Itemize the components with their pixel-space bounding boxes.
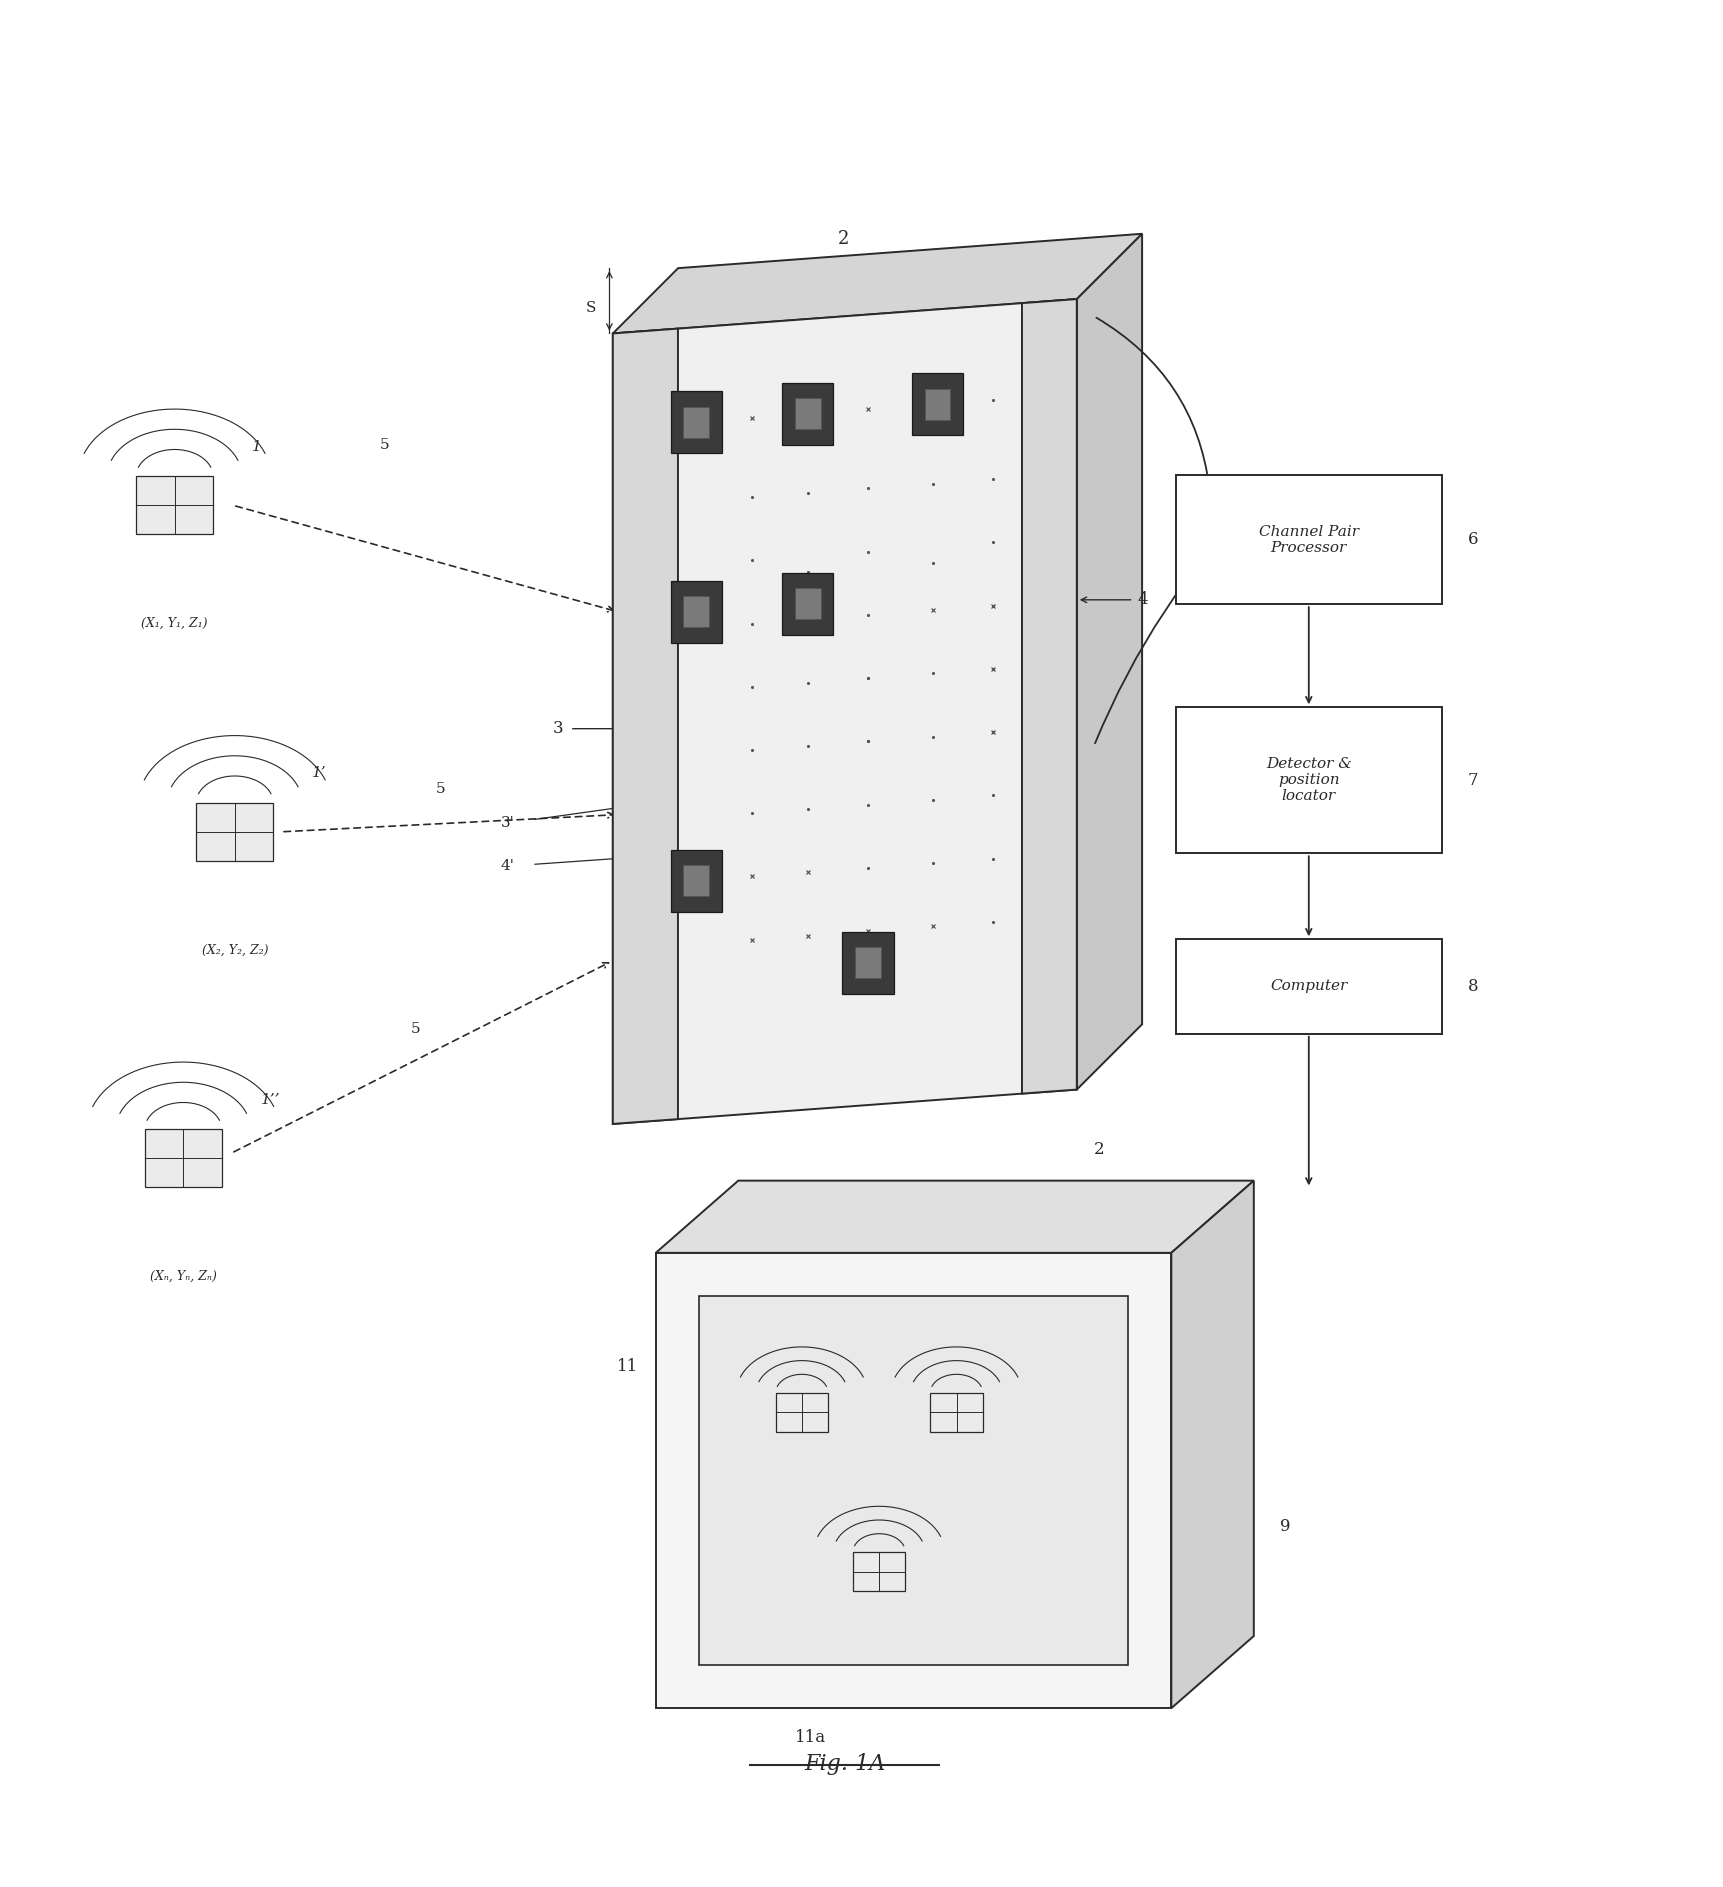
Text: 9: 9 <box>1278 1517 1289 1534</box>
Text: 5: 5 <box>379 438 389 453</box>
Text: 3: 3 <box>551 721 563 738</box>
Polygon shape <box>136 476 214 534</box>
Text: (X₂, Y₂, Z₂): (X₂, Y₂, Z₂) <box>202 944 267 957</box>
Polygon shape <box>655 1181 1253 1253</box>
Bar <box>1175 940 1440 1034</box>
Polygon shape <box>670 581 722 643</box>
Text: 1: 1 <box>252 440 262 453</box>
Text: S: S <box>584 300 594 315</box>
Text: Detector &
position
locator: Detector & position locator <box>1265 757 1351 804</box>
Polygon shape <box>775 1393 827 1432</box>
Text: 4': 4' <box>501 859 515 874</box>
Polygon shape <box>782 572 832 634</box>
Text: Channel Pair
Processor: Channel Pair Processor <box>1258 525 1358 555</box>
Text: (X₁, Y₁, Z₁): (X₁, Y₁, Z₁) <box>141 617 208 630</box>
Polygon shape <box>612 234 1141 334</box>
Bar <box>1175 476 1440 604</box>
Text: 1’’: 1’’ <box>260 1093 279 1108</box>
Text: 7: 7 <box>1466 772 1478 789</box>
Polygon shape <box>612 298 1077 1125</box>
Text: 2: 2 <box>837 230 848 247</box>
Polygon shape <box>612 328 677 1125</box>
Polygon shape <box>911 374 963 436</box>
Polygon shape <box>794 398 820 430</box>
Polygon shape <box>782 383 832 445</box>
Text: 3': 3' <box>501 817 515 830</box>
Text: 8: 8 <box>1466 977 1478 994</box>
Polygon shape <box>855 947 880 977</box>
Polygon shape <box>655 1253 1170 1708</box>
Text: (Xₙ, Yₙ, Zₙ): (Xₙ, Yₙ, Zₙ) <box>150 1270 217 1283</box>
Polygon shape <box>930 1393 982 1432</box>
Text: 5: 5 <box>436 781 446 796</box>
Polygon shape <box>670 849 722 911</box>
Bar <box>698 1296 1129 1664</box>
Text: Fig. 1A: Fig. 1A <box>803 1753 886 1776</box>
Polygon shape <box>1022 298 1077 1094</box>
Polygon shape <box>853 1551 905 1591</box>
Polygon shape <box>196 804 274 860</box>
Polygon shape <box>682 408 708 438</box>
Polygon shape <box>1077 234 1141 1089</box>
Polygon shape <box>1170 1181 1253 1708</box>
Polygon shape <box>843 932 893 994</box>
Polygon shape <box>145 1130 222 1187</box>
Text: 2: 2 <box>1094 1142 1104 1159</box>
Text: 11: 11 <box>617 1359 638 1376</box>
Polygon shape <box>794 589 820 619</box>
Polygon shape <box>682 596 708 626</box>
Polygon shape <box>670 391 722 453</box>
Polygon shape <box>924 389 949 419</box>
Text: 6: 6 <box>1466 530 1477 547</box>
Text: 4: 4 <box>1135 591 1148 608</box>
Text: 11a: 11a <box>794 1728 825 1745</box>
Bar <box>1175 708 1440 853</box>
Text: 5: 5 <box>410 1023 420 1036</box>
Text: 1’: 1’ <box>312 766 327 779</box>
Text: Computer: Computer <box>1270 979 1347 993</box>
Polygon shape <box>682 864 708 896</box>
